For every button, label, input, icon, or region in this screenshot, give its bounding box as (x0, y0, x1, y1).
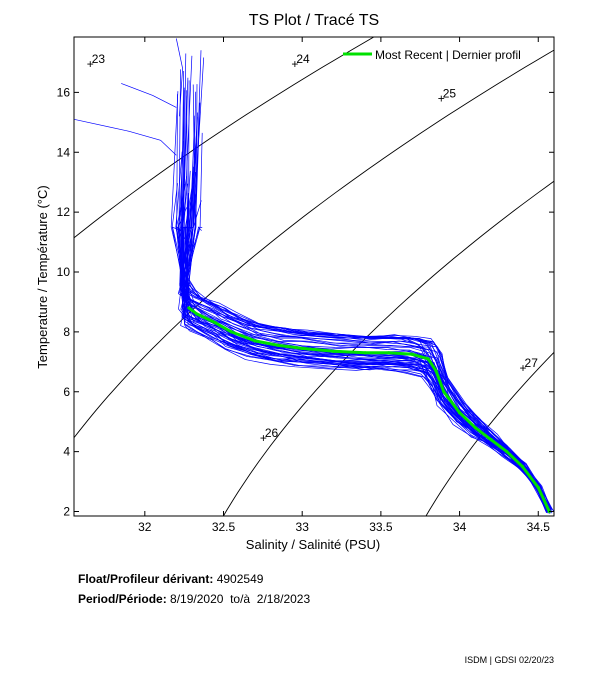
x-tick-label: 32.5 (212, 520, 236, 534)
isopycnal-label-26: 26 (265, 426, 279, 440)
history-profile (74, 118, 177, 156)
history-profile (181, 171, 551, 511)
most-recent-point (332, 349, 336, 353)
y-tick-label: 14 (57, 145, 71, 159)
float-value: 4902549 (216, 572, 264, 586)
history-profile (121, 83, 177, 108)
most-recent-point (426, 357, 430, 361)
y-tick-label: 12 (57, 205, 71, 219)
history-profile (176, 202, 552, 510)
period-label: Period/Période: (78, 592, 167, 606)
history-profile (175, 38, 183, 117)
isopycnal-24 (74, 49, 554, 439)
legend-label-most-recent: Most Recent | Dernier profil (375, 48, 521, 62)
most-recent-point (536, 485, 540, 490)
isopycnal-plus-marker: + (87, 57, 94, 71)
most-recent-point (363, 351, 367, 355)
isopycnal-label-23: 23 (92, 52, 106, 66)
legend: Most Recent | Dernier profil (343, 48, 521, 62)
isopycnal-plus-marker: + (438, 91, 445, 105)
most-recent-point (387, 351, 391, 355)
history-profile (176, 226, 549, 511)
history-profile (180, 226, 549, 510)
isopycnal-plus-marker: + (520, 361, 527, 375)
most-recent-point (442, 390, 446, 394)
y-tick-label: 10 (57, 265, 71, 279)
history-profile (185, 196, 552, 511)
history-profile (176, 94, 551, 513)
history-profile (177, 207, 547, 511)
y-tick-label: 4 (63, 445, 70, 459)
isopycnal-label-27: 27 (525, 356, 539, 370)
history-profile (186, 50, 552, 510)
history-profile (187, 112, 548, 514)
isopycnal-plus-marker: + (291, 57, 298, 71)
most-recent-point (229, 330, 233, 334)
most-recent-point (505, 450, 509, 454)
history-profile (180, 117, 548, 512)
plot-frame (73, 36, 555, 517)
y-tick-label: 8 (63, 325, 70, 339)
isopycnal-label-25: 25 (443, 86, 457, 100)
most-recent-point (253, 339, 257, 343)
history-profile (184, 102, 550, 514)
chart-title: TS Plot / Tracé TS (249, 12, 379, 29)
y-axis-title: Temperature / Température (°C) (35, 185, 50, 368)
isopycnal-26 (425, 351, 554, 516)
history-profile (180, 226, 550, 512)
x-tick-label: 33 (296, 520, 310, 534)
x-tick-label: 34 (453, 520, 467, 534)
isopycnal-25 (223, 180, 554, 516)
most-recent-point (489, 438, 493, 442)
history-profile (184, 226, 548, 511)
y-tick-label: 16 (57, 85, 71, 99)
most-recent-point (520, 465, 525, 469)
history-profile (178, 140, 550, 512)
plot-area (74, 37, 554, 516)
footer-credit: ISDM | GDSI 02/20/23 (464, 655, 554, 665)
most-recent-point (410, 352, 414, 356)
isopycnal-label-24: 24 (296, 52, 310, 66)
float-info: Float/Profileur dérivant: 4902549 (78, 572, 263, 586)
most-recent-point (276, 343, 281, 347)
most-recent-point (473, 426, 477, 430)
history-profile (186, 143, 551, 514)
x-tick-label: 32 (138, 520, 152, 534)
most-recent-point (457, 411, 462, 415)
most-recent-point (214, 321, 218, 325)
isopycnal-23 (74, 37, 375, 239)
most-recent-point (434, 369, 438, 373)
history-profile (181, 166, 551, 513)
y-tick-label: 6 (63, 385, 70, 399)
history-profile (187, 193, 550, 511)
x-tick-label: 33.5 (369, 520, 393, 534)
x-tick-label: 34.5 (527, 520, 551, 534)
period-info: Period/Période: 8/19/2020 to/à 2/18/2023 (78, 592, 310, 606)
history-profile (180, 95, 547, 512)
float-label: Float/Profileur dérivant: (78, 572, 214, 586)
period-value: 8/19/2020 to/à 2/18/2023 (170, 592, 311, 606)
most-recent-point (195, 312, 199, 316)
history-profile (180, 161, 549, 514)
most-recent-point (187, 306, 191, 310)
history-profile (170, 91, 550, 512)
y-tick-label: 2 (63, 505, 70, 519)
isopycnal-plus-marker: + (260, 431, 267, 445)
history-profile (179, 115, 551, 511)
history-profile (180, 226, 550, 511)
x-axis-title: Salinity / Salinité (PSU) (246, 537, 380, 552)
history-profile (178, 226, 550, 511)
most-recent-point (300, 346, 304, 350)
